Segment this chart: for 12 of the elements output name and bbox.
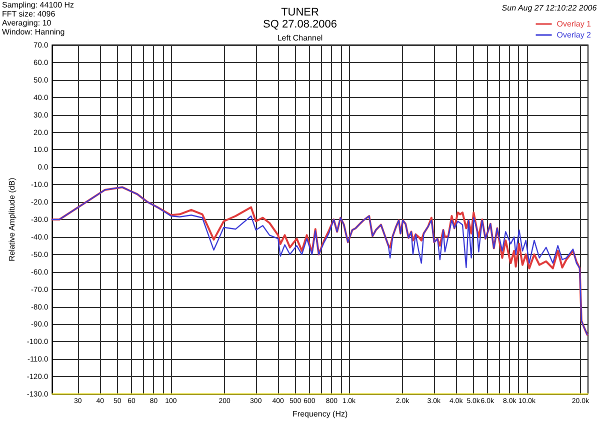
chart-subtitle: SQ 27.08.2006 xyxy=(262,18,338,30)
text: Averaging: 10 xyxy=(2,18,52,28)
text: Window: Hanning xyxy=(2,28,65,36)
text: Left Channel xyxy=(277,34,323,42)
legend-label: Overlay 2 xyxy=(556,30,592,40)
text: Sampling: 44100 Hz xyxy=(2,0,74,10)
chart-title: TUNER xyxy=(281,6,319,18)
legend-label: Overlay 1 xyxy=(556,20,592,28)
x-axis-title: Frequency (Hz) xyxy=(292,410,348,418)
text: Sun Aug 27 12:10:22 2006 xyxy=(502,4,598,12)
text: FFT size: 4096 xyxy=(2,10,56,18)
y-axis-title: Relative Amplitude (dB) xyxy=(8,177,16,262)
